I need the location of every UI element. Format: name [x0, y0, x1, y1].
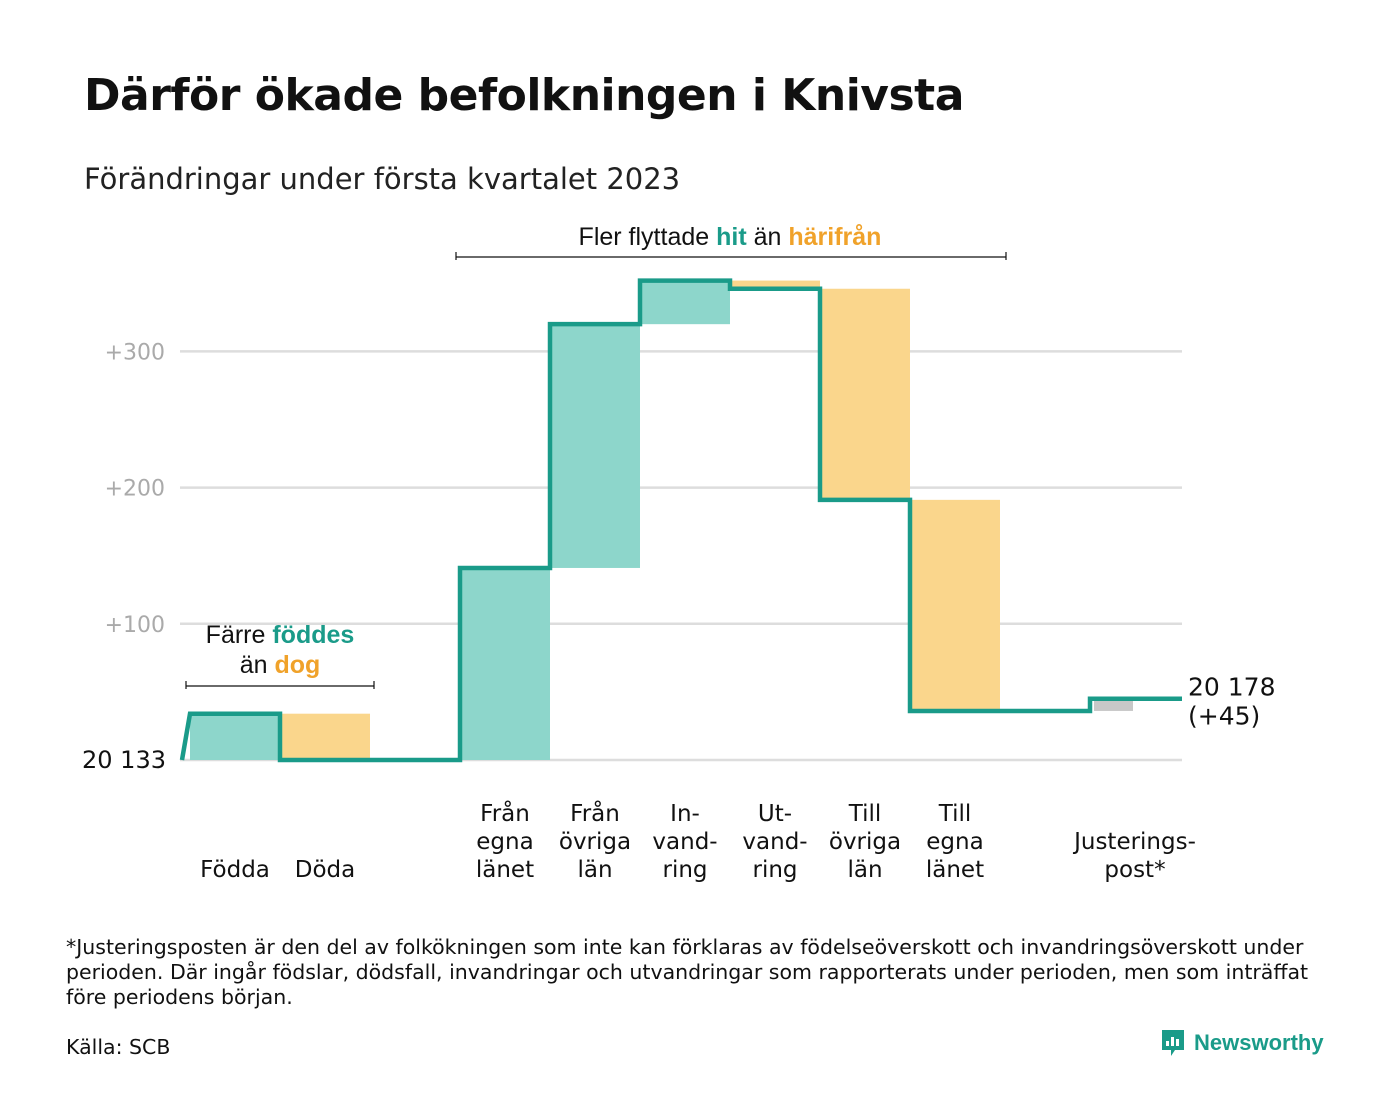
waterfall-bar	[280, 713, 370, 760]
waterfall-bar	[190, 713, 280, 760]
brand-name: Newsworthy	[1194, 1030, 1324, 1055]
category-label: vand-	[742, 829, 807, 855]
line-layer	[179, 278, 1182, 763]
waterfall-chart: +100+200+300 Födda DödaFrånegnalänetFrånö…	[82, 223, 1275, 883]
waterfall-bar	[820, 288, 910, 500]
waterfall-bar	[460, 567, 550, 760]
category-label: Från	[570, 799, 620, 827]
waterfall-bar	[730, 280, 820, 289]
grid-layer: +100 +200 +300	[105, 340, 1182, 762]
waterfall-bar	[910, 499, 1000, 711]
migration-annotation: Fler flyttade hit än härifrån	[455, 223, 1007, 260]
category-label: egna	[476, 829, 533, 855]
category-label: Justerings-	[1072, 829, 1196, 855]
end-change-label: (+45)	[1188, 702, 1260, 731]
births-deaths-bracket	[185, 681, 375, 689]
category-label: In-	[670, 801, 700, 827]
brand-logo[interactable]: Newsworthy	[1160, 1028, 1324, 1058]
category-label: vand-	[652, 829, 717, 855]
chart-title: Därför ökade befolkningen i Knivsta	[84, 70, 964, 121]
births-deaths-annotation-line1: Färre föddes	[206, 621, 355, 649]
category-label: egna	[926, 829, 983, 855]
category-label: län	[847, 857, 882, 883]
category-label: Döda	[295, 857, 355, 883]
start-value-label: 20 133	[82, 746, 166, 774]
category-label: Till	[938, 801, 972, 827]
category-label: Från	[480, 799, 530, 827]
migration-bracket	[455, 252, 1007, 260]
category-label: länet	[926, 857, 984, 883]
category-label: Ut-	[758, 801, 792, 827]
y-tick-label: +200	[105, 477, 165, 502]
newsworthy-icon	[1162, 1030, 1184, 1056]
category-label: Till	[848, 801, 882, 827]
waterfall-bar	[550, 324, 640, 568]
category-label: Födda	[200, 857, 270, 883]
end-value-label: 20 178	[1188, 673, 1275, 702]
category-label: länet	[476, 857, 534, 883]
y-tick-label: +100	[105, 613, 165, 638]
category-label: ring	[752, 857, 797, 883]
footnote: *Justeringsposten är den del av folkökni…	[66, 935, 1309, 1009]
category-label: övriga	[559, 829, 631, 855]
category-label: övriga	[829, 829, 901, 855]
births-deaths-annotation-line2: än dog	[240, 651, 321, 679]
chart-subtitle: Förändringar under första kvartalet 2023	[84, 162, 681, 196]
category-label: län	[577, 857, 612, 883]
bars-layer	[190, 280, 1133, 760]
waterfall-bar	[1094, 698, 1133, 711]
category-label: ring	[662, 857, 707, 883]
births-deaths-annotation: Färre föddes än dog	[185, 621, 375, 689]
waterfall-bar	[640, 280, 730, 325]
category-label: post*	[1104, 857, 1165, 883]
source-label: Källa: SCB	[66, 1035, 171, 1059]
y-tick-label: +300	[105, 340, 165, 365]
migration-annotation-text: Fler flyttade hit än härifrån	[579, 223, 882, 251]
cumulative-step-line	[179, 278, 1182, 763]
labels-layer: Födda DödaFrånegnalänetFrånövrigalänIn-va…	[82, 673, 1275, 883]
